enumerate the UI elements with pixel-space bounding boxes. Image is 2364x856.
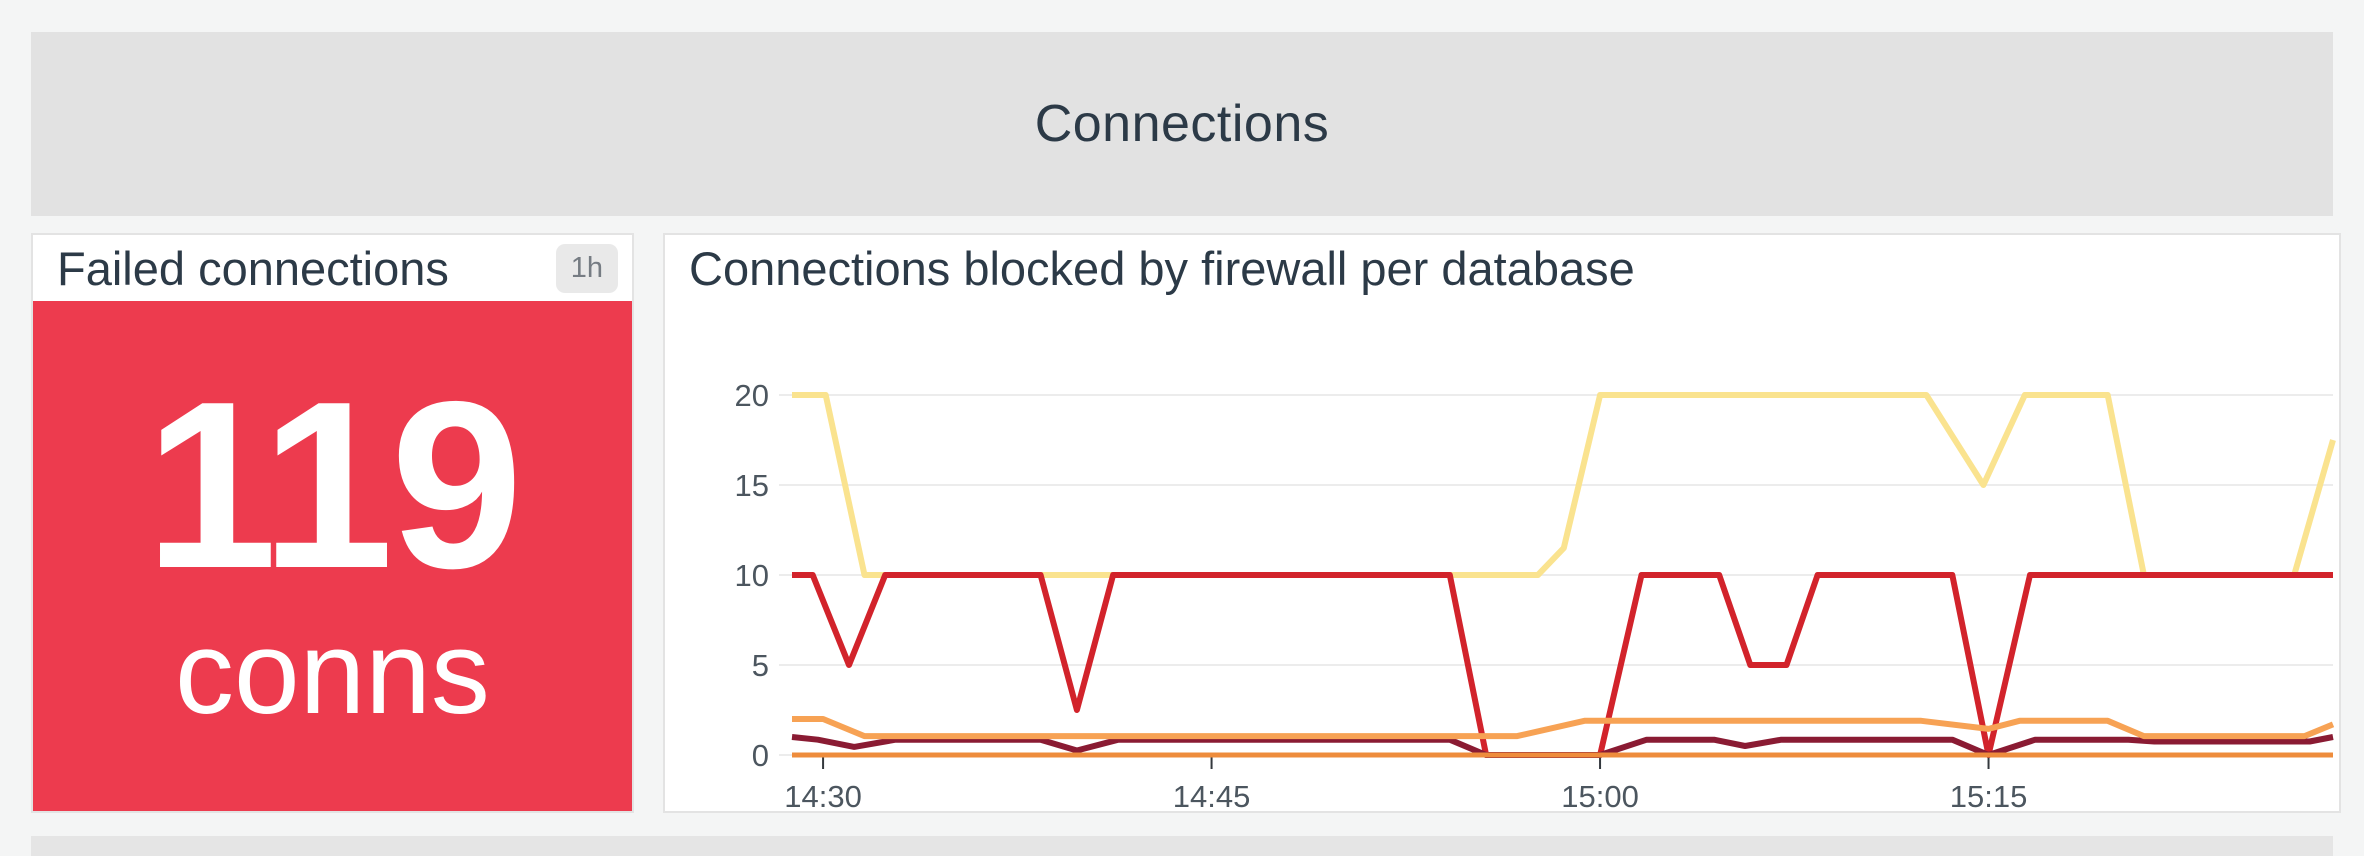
row-title: Connections <box>1034 95 1330 153</box>
next-row-strip <box>31 836 2333 856</box>
svg-text:20: 20 <box>735 378 769 413</box>
row-header-connections[interactable]: Connections <box>31 32 2333 216</box>
stat-unit: conns <box>175 607 490 740</box>
stat-panel-header: Failed connections 1h <box>33 235 632 301</box>
svg-text:0: 0 <box>752 738 769 773</box>
svg-text:15:15: 15:15 <box>1950 779 2028 811</box>
failed-connections-panel: Failed connections 1h 119 conns <box>31 233 634 813</box>
stat-panel-title[interactable]: Failed connections <box>57 241 449 295</box>
svg-text:15: 15 <box>735 468 769 503</box>
stat-value: 119 <box>145 353 523 619</box>
svg-text:15:00: 15:00 <box>1561 779 1639 811</box>
svg-text:14:45: 14:45 <box>1173 779 1251 811</box>
timeframe-badge: 1h <box>555 243 618 293</box>
chart-panel-title[interactable]: Connections blocked by firewall per data… <box>689 241 1635 295</box>
svg-text:10: 10 <box>735 558 769 593</box>
stat-panel-body: 119 conns <box>33 301 632 811</box>
chart-panel-header: Connections blocked by firewall per data… <box>665 235 2339 301</box>
firewall-chart-panel: Connections blocked by firewall per data… <box>663 233 2341 813</box>
timeseries-chart: 0 5 10 15 20 14:30 14:45 15:00 15:15 <box>665 295 2339 811</box>
svg-text:14:30: 14:30 <box>784 779 862 811</box>
svg-text:5: 5 <box>752 648 769 683</box>
